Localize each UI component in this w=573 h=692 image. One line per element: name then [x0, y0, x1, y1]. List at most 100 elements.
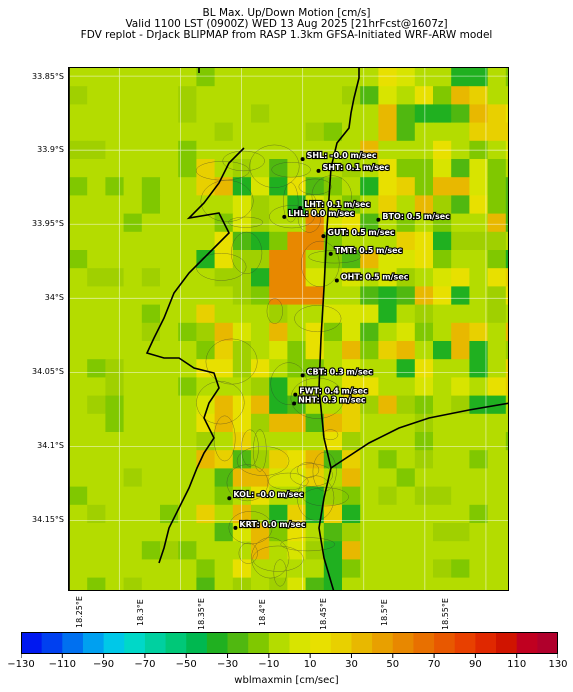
colorbar-tick-label: 70: [427, 659, 441, 670]
lon-tick: 18.45°E: [319, 598, 328, 630]
station-dot: [300, 157, 305, 162]
lat-tick: 34.05°S: [32, 367, 64, 376]
station-lhl[interactable]: LHL: 0.0 m/sec: [282, 208, 356, 219]
colorbar-swatch: [82, 632, 105, 654]
forecast-map[interactable]: SHL: -0.0 m/sec SHT: 0.1 m/sec LHT: 0.1 m/…: [68, 67, 509, 591]
title-line-1: BL Max. Up/Down Motion [cm/s]: [202, 7, 371, 19]
colorbar-frame: [21, 632, 558, 654]
colorbar-tick-label: −90: [93, 659, 115, 670]
colorbar-swatch: [165, 632, 187, 654]
colorbar-tick-label: −30: [216, 659, 239, 670]
station-label: KRT: 0.0 m/sec: [239, 520, 305, 529]
colorbar-tick-label: −130: [7, 659, 35, 670]
station-dot: [282, 214, 287, 219]
station-label: NHT: 0.3 m/sec: [298, 395, 366, 404]
station-dot: [321, 234, 326, 239]
station-dot: [376, 217, 381, 222]
station-shl[interactable]: SHL: -0.0 m/sec: [300, 150, 378, 162]
colorbar-tick-label: 50: [386, 659, 400, 670]
colorbar-tick-label: 130: [548, 659, 568, 670]
station-label: OHT: 0.5 m/sec: [341, 273, 409, 282]
colorbar-swatch: [434, 632, 456, 654]
colorbar-tick-label: 110: [507, 659, 527, 670]
station-label: TMT: 0.5 m/sec: [335, 246, 403, 255]
station-kol[interactable]: KOL: -0.0 m/sec: [227, 489, 305, 500]
station-cbt[interactable]: CBT: 0.3 m/sec: [300, 366, 374, 378]
colorbar-swatch: [248, 632, 270, 654]
lat-tick: 33.9°S: [37, 145, 64, 154]
station-label: LHL: 0.0 m/sec: [288, 209, 354, 218]
colorbar-tick-label: 90: [469, 659, 482, 670]
lon-tick: 18.5°E: [380, 599, 389, 626]
colorbar-tick-label: −50: [175, 659, 197, 670]
colorbar-swatch: [124, 632, 146, 654]
colorbar-swatch: [372, 632, 394, 654]
station-markers: SHL: -0.0 m/sec SHT: 0.1 m/sec LHT: 0.1 m/…: [227, 150, 451, 530]
station-tmt[interactable]: TMT: 0.5 m/sec: [328, 245, 404, 256]
false-bay-shore: [330, 402, 508, 469]
title-line-3: FDV replot - DrJack BLIPMAP from RASP 1.…: [80, 29, 493, 41]
lat-tick: 34.1°S: [37, 441, 64, 450]
station-dot: [316, 168, 321, 173]
colorbar-swatch: [516, 632, 538, 654]
colorbar-tick-label: −70: [134, 659, 156, 670]
station-dot: [293, 392, 298, 397]
station-sht[interactable]: SHT: 0.1 m/sec: [316, 162, 390, 173]
colorbar-swatch: [310, 632, 332, 654]
station-label: GUT: 0.5 m/sec: [327, 228, 394, 237]
colorbar-swatch: [268, 632, 290, 654]
station-lht[interactable]: LHT: 0.1 m/sec: [298, 199, 371, 210]
station-dot: [298, 205, 303, 210]
station-nht[interactable]: NHT: 0.3 m/sec: [292, 394, 367, 406]
station-gut[interactable]: GUT: 0.5 m/sec: [321, 227, 396, 239]
lon-tick: 18.25°E: [75, 596, 84, 628]
station-fwt[interactable]: FWT: 0.4 m/sec: [293, 385, 369, 397]
title-line-2: Valid 1100 LST (0900Z) WED 13 Aug 2025 […: [125, 18, 448, 30]
colorbar-swatch: [475, 632, 497, 654]
station-label: FWT: 0.4 m/sec: [299, 387, 368, 396]
station-oht[interactable]: OHT: 0.5 m/sec: [334, 271, 410, 283]
lat-tick: 33.85°S: [32, 72, 64, 81]
colorbar-swatch: [413, 632, 435, 654]
station-label: BTO: 0.5 m/sec: [382, 212, 450, 221]
colorbar-swatch: [537, 632, 558, 654]
station-label: CBT: 0.3 m/sec: [307, 367, 373, 376]
colorbar-swatch: [186, 632, 208, 654]
station-dot: [292, 401, 297, 406]
station-krt[interactable]: KRT: 0.0 m/sec: [233, 519, 307, 530]
station-dot: [328, 251, 333, 256]
lat-tick: 34.15°S: [32, 515, 64, 524]
colorbar-swatch: [289, 632, 311, 654]
map-gridlines: [69, 68, 508, 590]
lat-tick: 33.95°S: [32, 219, 64, 228]
station-label: LHT: 0.1 m/sec: [304, 200, 370, 209]
colorbar-swatch: [392, 632, 414, 654]
colorbar-swatch: [103, 632, 125, 654]
lon-tick: 18.3°E: [136, 599, 145, 626]
station-label: KOL: -0.0 m/sec: [233, 490, 303, 499]
coastline: [69, 68, 245, 590]
station-dot: [334, 278, 339, 283]
colorbar-tick-label: −10: [258, 659, 280, 670]
lon-tick: 18.55°E: [441, 598, 450, 630]
colorbar-swatch: [62, 632, 84, 654]
colorbar-title: wblmaxmin [cm/sec]: [234, 675, 339, 686]
station-label: SHT: 0.1 m/sec: [323, 163, 390, 172]
lon-tick: 18.35°E: [197, 598, 206, 630]
map-canvas[interactable]: SHL: -0.0 m/sec SHT: 0.1 m/sec LHT: 0.1 m/…: [69, 68, 509, 591]
station-dot: [233, 525, 238, 530]
lat-tick: 34°S: [44, 293, 64, 302]
colorbar-swatch: [144, 632, 167, 654]
colorbar-swatch: [206, 632, 229, 654]
colorbar-swatch: [330, 632, 352, 654]
colorbar-swatch: [496, 632, 518, 654]
colorbar: [21, 632, 558, 658]
station-bto[interactable]: BTO: 0.5 m/sec: [376, 211, 451, 222]
station-dot: [300, 373, 305, 378]
colorbar-swatch: [41, 632, 63, 654]
grid-cells: [69, 68, 508, 590]
colorbar-swatch: [454, 632, 476, 654]
colorbar-tick-label: 30: [345, 659, 358, 670]
colorbar-swatch: [21, 632, 43, 654]
colorbar-swatch: [227, 632, 249, 654]
